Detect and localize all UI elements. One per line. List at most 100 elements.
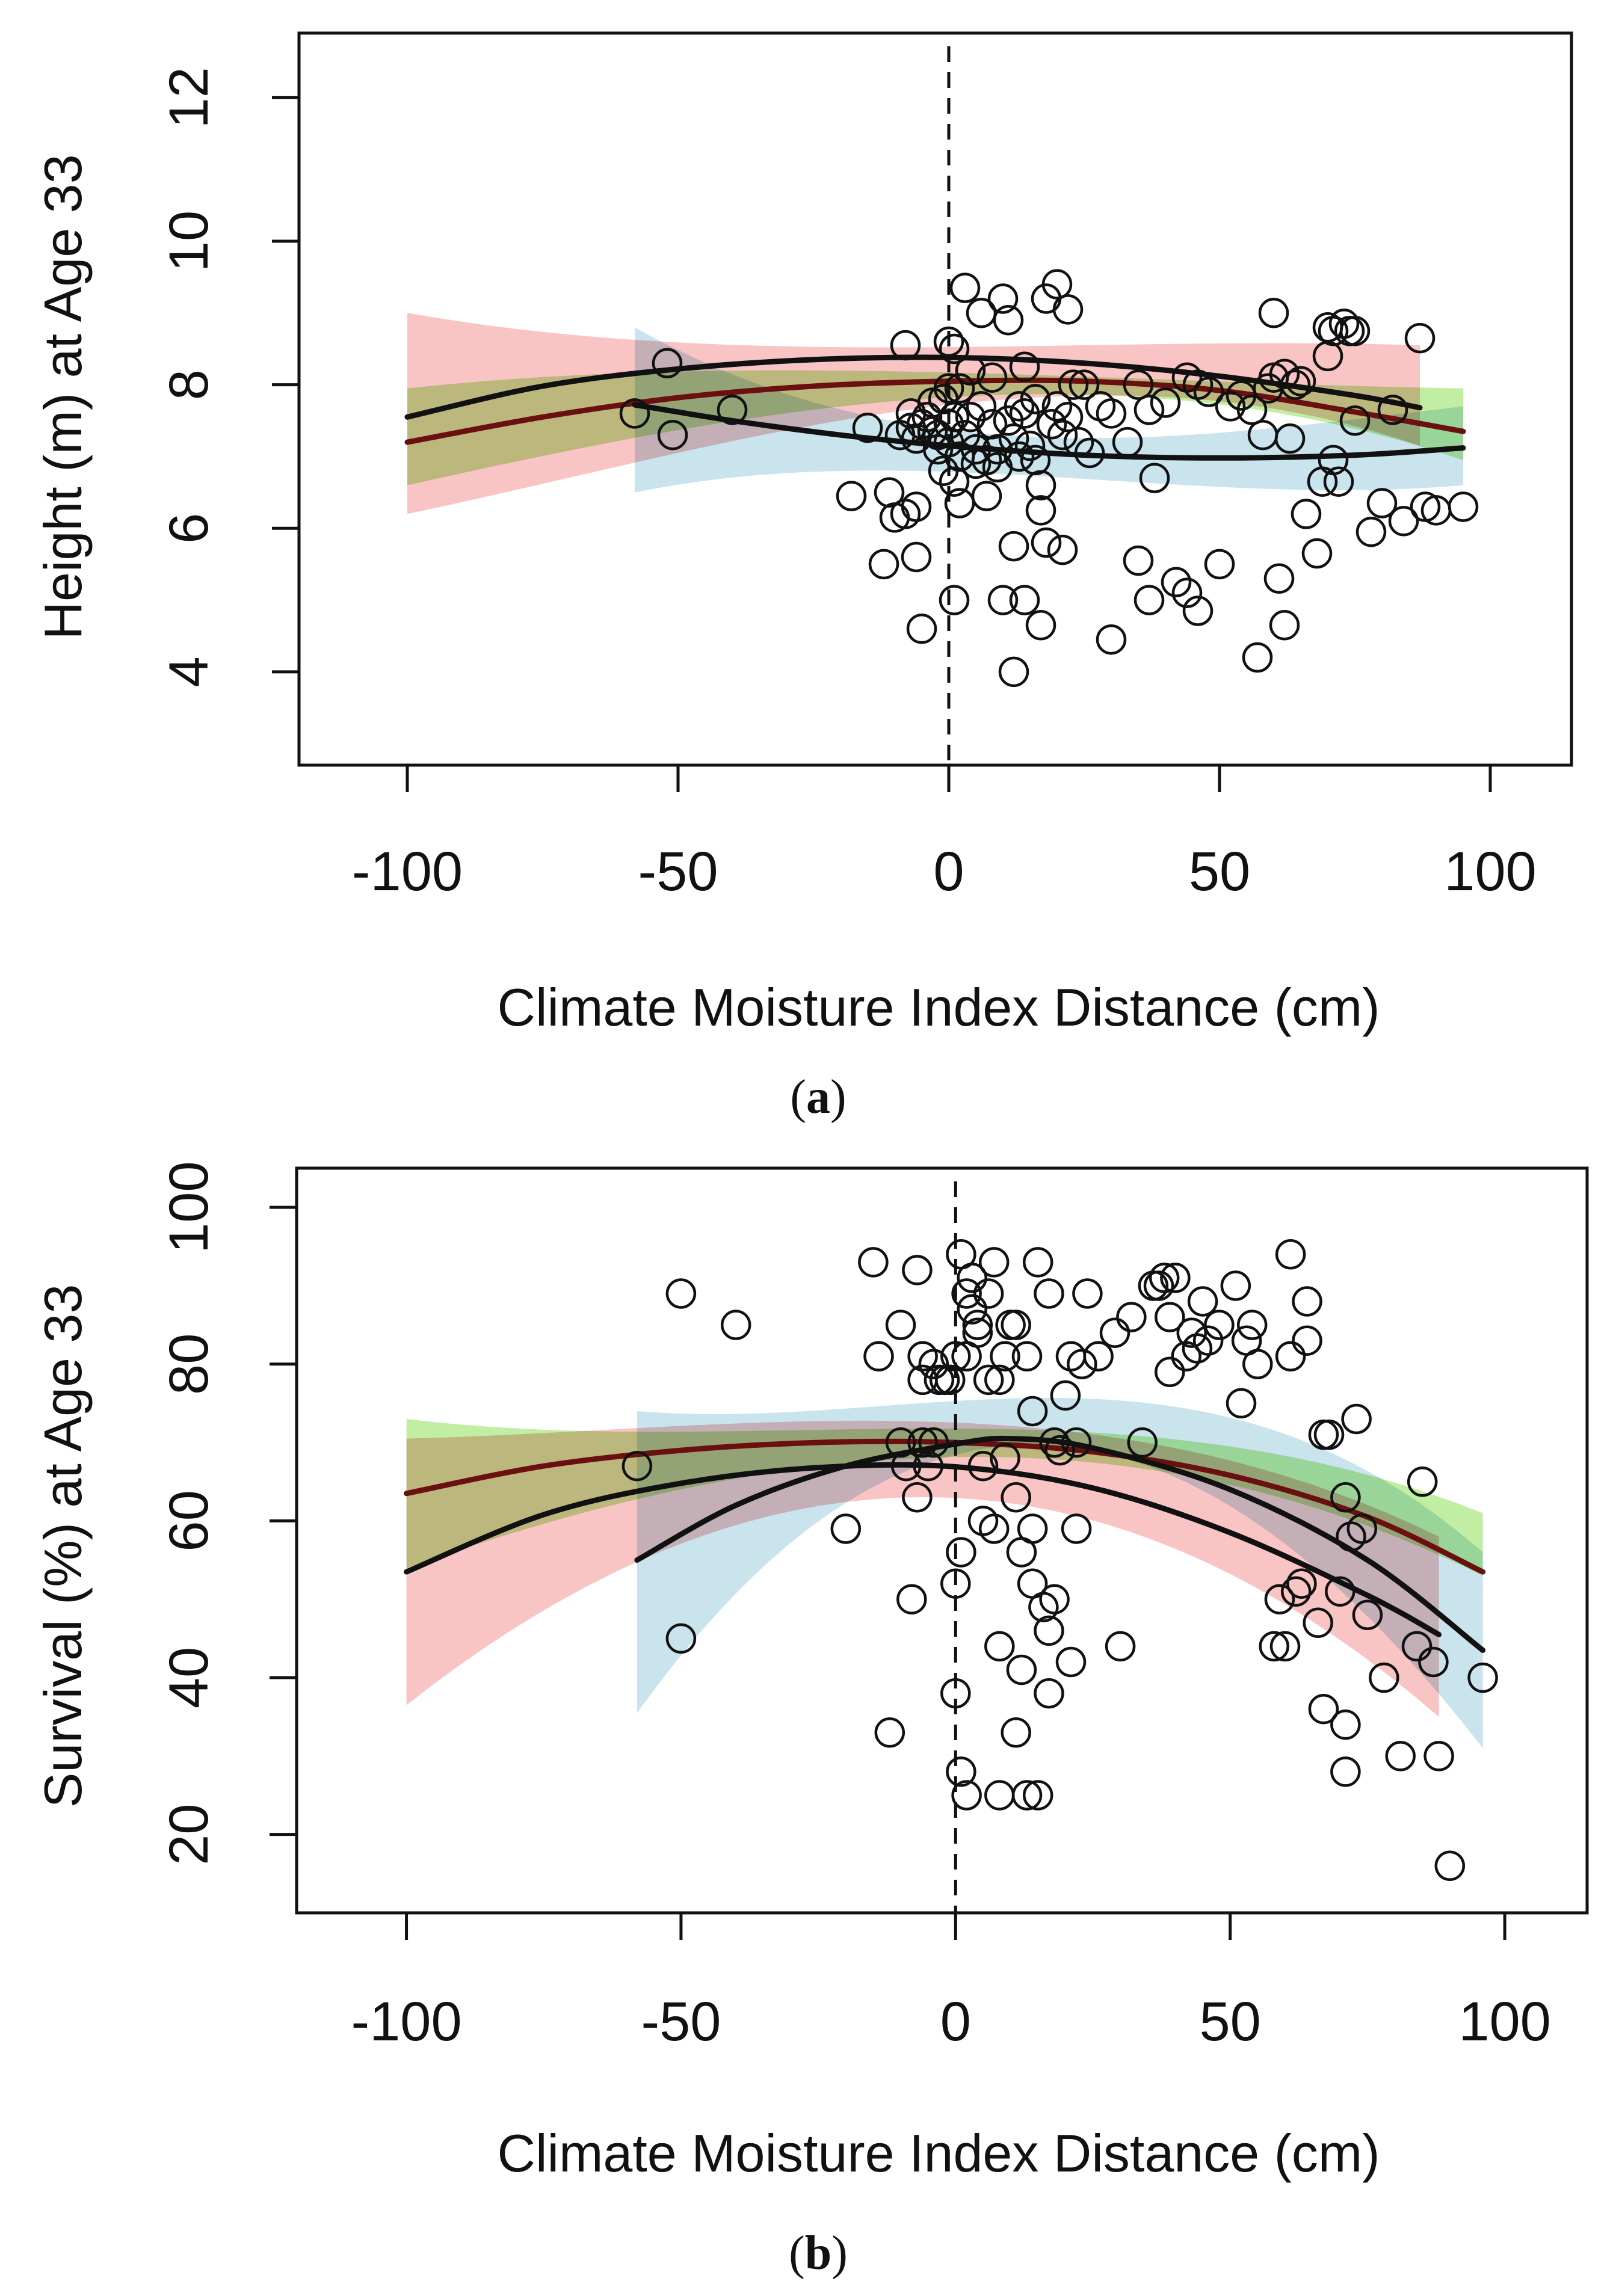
data-point (717, 395, 748, 425)
data-point (939, 466, 970, 497)
data-point (896, 1584, 927, 1614)
data-point (1006, 1654, 1037, 1685)
data-point (1011, 1780, 1043, 1811)
data-point (984, 1364, 1015, 1396)
x-tick-label: -100 (351, 1991, 461, 2052)
data-point (1155, 1302, 1185, 1332)
data-point (665, 1623, 697, 1654)
data-point (1143, 1270, 1174, 1301)
data-point (1031, 527, 1062, 558)
data-point (993, 305, 1024, 336)
data-point (1139, 463, 1170, 493)
data-point (1050, 1380, 1081, 1411)
data-point (1047, 534, 1078, 565)
data-point (1418, 1646, 1449, 1678)
data-point (1067, 1349, 1097, 1380)
data-point (1150, 387, 1181, 418)
x-tick-label: 0 (940, 1991, 971, 2052)
data-point (902, 1255, 933, 1285)
data-point (1242, 642, 1273, 673)
data-point (1069, 369, 1100, 400)
data-point (1036, 409, 1067, 440)
data-point (946, 1756, 976, 1787)
data-point (933, 373, 964, 404)
data-point (1264, 1584, 1295, 1614)
data-point (1434, 1850, 1466, 1882)
chart-panel-a: -100 -50 0 50 100 4 6 8 10 12 Climate Moisture I… (33, 31, 1573, 1124)
data-point (918, 1349, 949, 1380)
data-point (1467, 1662, 1498, 1693)
data-point (1017, 1396, 1048, 1427)
data-point (1323, 466, 1354, 497)
y-tick-label: 100 (158, 1161, 220, 1253)
data-point (955, 355, 986, 386)
data-point (1269, 359, 1300, 389)
data-point (1291, 499, 1322, 529)
data-point (998, 656, 1029, 688)
data-point (1155, 1356, 1185, 1388)
y-axis-title-b: Survival (%) at Age 33 (33, 1284, 93, 1808)
data-point (962, 1317, 993, 1348)
confidence-band-blue (635, 327, 1463, 493)
data-point (1052, 402, 1084, 432)
data-point (949, 272, 981, 303)
panel-label-b: (b) (789, 2227, 848, 2280)
data-point (890, 1450, 922, 1482)
data-point (1312, 340, 1343, 372)
y-tick-label: 12 (158, 67, 220, 128)
data-point (1061, 1427, 1092, 1458)
data-point (1352, 1599, 1383, 1631)
data-point (987, 585, 1019, 615)
x-tick-label: 0 (933, 841, 964, 902)
data-point (1385, 1741, 1416, 1771)
data-point (967, 1450, 999, 1482)
data-point (944, 373, 975, 404)
data-point (1303, 1607, 1333, 1639)
data-point (868, 549, 899, 580)
data-point (951, 1780, 982, 1811)
data-point (1096, 624, 1127, 655)
data-point (1286, 1568, 1317, 1599)
data-point (1074, 437, 1105, 469)
data-point (1160, 1263, 1191, 1293)
data-point (1258, 298, 1289, 328)
data-point (1161, 567, 1192, 598)
data-point (1001, 1482, 1031, 1513)
data-point (665, 1278, 697, 1309)
data-point (1133, 395, 1165, 425)
data-point (1318, 445, 1349, 476)
data-point (1028, 1592, 1059, 1623)
data-point (1274, 423, 1306, 454)
curve-fit-red (404, 1462, 1442, 1637)
data-point (1388, 506, 1419, 537)
data-point (966, 391, 997, 422)
data-point (1275, 1239, 1306, 1270)
data-point (1009, 585, 1040, 615)
data-point (652, 348, 683, 379)
data-point (1025, 470, 1056, 500)
data-point (1301, 538, 1333, 569)
data-point (1004, 391, 1035, 422)
data-point (1041, 269, 1073, 300)
data-point (852, 412, 883, 443)
x-tick-label: 50 (1189, 841, 1250, 902)
data-point (1215, 391, 1246, 422)
data-point (1014, 430, 1046, 461)
data-point (1366, 488, 1398, 519)
y-tick-label: 6 (158, 513, 220, 544)
x-axis-title-a: Climate Moisture Index Distance (cm) (497, 977, 1380, 1037)
y-tick-label: 4 (158, 656, 220, 687)
data-point (720, 1310, 751, 1340)
y-tick-label: 20 (158, 1804, 220, 1865)
data-point (621, 1450, 653, 1482)
data-point (982, 434, 1013, 465)
data-point (836, 481, 867, 511)
data-point (1192, 1325, 1224, 1356)
data-point (1292, 1286, 1322, 1317)
data-point (1063, 426, 1094, 458)
x-axis-b: -100 -50 0 50 100 (351, 1913, 1551, 2052)
data-point (1193, 377, 1224, 407)
chart-panel-b: -100 -50 0 50 100 20 40 60 80 100 Climate Moistu… (33, 1161, 1589, 2280)
data-point (657, 419, 688, 451)
data-point (1404, 322, 1436, 354)
